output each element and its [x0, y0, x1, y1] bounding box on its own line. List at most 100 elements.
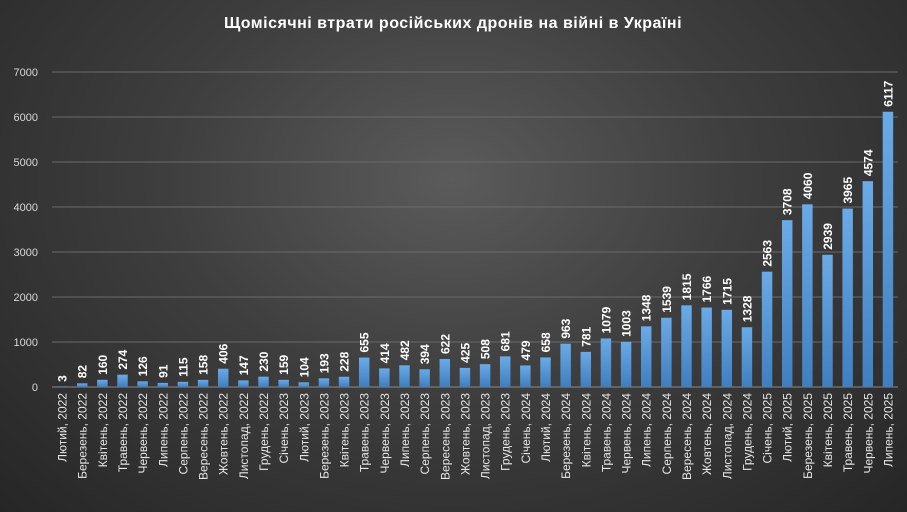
y-axis: 0 1000 2000 3000 4000 5000 6000 7000: [14, 67, 38, 394]
bar: [721, 309, 733, 387]
x-tick-label: Серпень, 2024: [660, 393, 674, 475]
bar: [560, 343, 571, 387]
x-tick-label: Березень, 2024: [559, 393, 573, 479]
x-tick-label: Листопад, 2023: [479, 393, 493, 479]
data-label: 2563: [761, 240, 775, 267]
data-label: 3965: [841, 177, 855, 204]
data-label: 681: [499, 331, 513, 351]
bar: [882, 111, 894, 388]
x-tick-label: Травень, 2022: [116, 393, 130, 472]
y-tick-label: 5000: [14, 157, 38, 169]
bar: [238, 380, 249, 387]
data-label: 6117: [881, 80, 895, 106]
data-label: 193: [317, 353, 331, 373]
x-tick-label: Червень, 2023: [378, 393, 392, 474]
x-tick-label: Травень, 2025: [841, 393, 855, 472]
x-tick-label: Березень, 2023: [317, 393, 331, 479]
data-label: 394: [418, 344, 432, 364]
bar: [499, 356, 511, 387]
x-tick-label: Грудень, 2023: [499, 393, 513, 471]
bar: [520, 365, 531, 387]
x-tick-label: Липень, 2024: [640, 393, 654, 467]
bar: [117, 374, 128, 387]
data-label: 508: [479, 339, 493, 359]
x-tick-label: Лютий, 2022: [56, 393, 70, 462]
x-tick-label: Березень, 2022: [76, 393, 90, 479]
data-label: 1348: [640, 294, 654, 321]
bar: [197, 379, 209, 387]
y-tick-label: 7000: [14, 67, 38, 79]
data-label: 4574: [861, 149, 875, 176]
bar: [822, 254, 833, 387]
bars: [56, 111, 894, 388]
x-tick-label: Грудень, 2024: [740, 393, 754, 471]
data-label: 963: [559, 318, 573, 338]
x-tick-label: Вересень, 2022: [197, 393, 211, 480]
bar: [177, 381, 189, 387]
bar: [862, 181, 874, 387]
data-label: 414: [378, 343, 392, 363]
bar: [56, 386, 68, 387]
bar: [741, 327, 753, 387]
data-label: 104: [297, 357, 311, 377]
x-tick-label: Березень, 2025: [801, 393, 815, 479]
data-label: 115: [176, 357, 190, 377]
bar: [842, 208, 853, 387]
data-label: 655: [358, 332, 372, 352]
bar: [97, 379, 108, 387]
data-label: 3: [56, 375, 70, 382]
bar: [681, 305, 692, 387]
bar: [661, 317, 672, 387]
data-label: 1715: [720, 278, 734, 305]
y-tick-label: 2000: [14, 292, 38, 304]
bar: [640, 326, 652, 387]
bar: [580, 351, 592, 387]
data-label: 425: [458, 343, 472, 363]
x-tick-label: Листопад, 2022: [237, 393, 251, 479]
y-tick-label: 6000: [14, 112, 38, 124]
bar: [419, 369, 430, 387]
x-axis: Лютий, 2022 Березень, 2022 Квітень, 2022 Тр…: [56, 393, 896, 480]
x-tick-label: Січень, 2024: [519, 393, 533, 464]
x-tick-label: Листопад, 2024: [720, 393, 734, 479]
data-label: 160: [96, 354, 110, 374]
bar: [802, 204, 813, 387]
data-label: 781: [579, 327, 593, 347]
x-tick-label: Липень, 2022: [156, 393, 170, 467]
x-tick-label: Квітень, 2022: [96, 393, 110, 468]
x-tick-label: Грудень, 2022: [257, 393, 271, 471]
data-label: 159: [277, 354, 291, 374]
x-tick-label: Липень, 2023: [398, 393, 412, 467]
data-label: 1766: [700, 276, 714, 303]
data-label: 1079: [599, 306, 613, 333]
bar: [379, 368, 390, 387]
data-label: 91: [156, 364, 170, 378]
data-label: 230: [257, 351, 271, 371]
x-tick-label: Вересень, 2023: [438, 393, 452, 480]
bar: [318, 378, 330, 387]
data-label: 158: [197, 355, 211, 375]
data-label: 1815: [680, 273, 694, 300]
bar: [600, 338, 612, 387]
data-label: 4060: [801, 172, 815, 199]
bar: [76, 383, 88, 387]
x-tick-label: Серпень, 2023: [418, 393, 432, 475]
bar: [781, 220, 793, 387]
x-tick-label: Жовтень, 2022: [217, 393, 231, 475]
bar: [338, 376, 350, 387]
y-tick-label: 3000: [14, 247, 38, 259]
data-label: 3708: [781, 188, 795, 215]
data-label: 658: [539, 332, 553, 352]
data-label: 2939: [821, 223, 835, 250]
bar: [540, 357, 551, 387]
bar: [399, 365, 410, 387]
data-label: 1539: [660, 286, 674, 313]
x-tick-label: Червень, 2025: [861, 393, 875, 474]
x-tick-label: Липень, 2025: [881, 393, 895, 467]
bar: [278, 379, 289, 387]
data-label: 1003: [620, 310, 634, 337]
x-tick-label: Вересень, 2024: [680, 393, 694, 480]
x-tick-label: Жовтень, 2023: [458, 393, 472, 475]
data-label: 406: [217, 343, 231, 363]
